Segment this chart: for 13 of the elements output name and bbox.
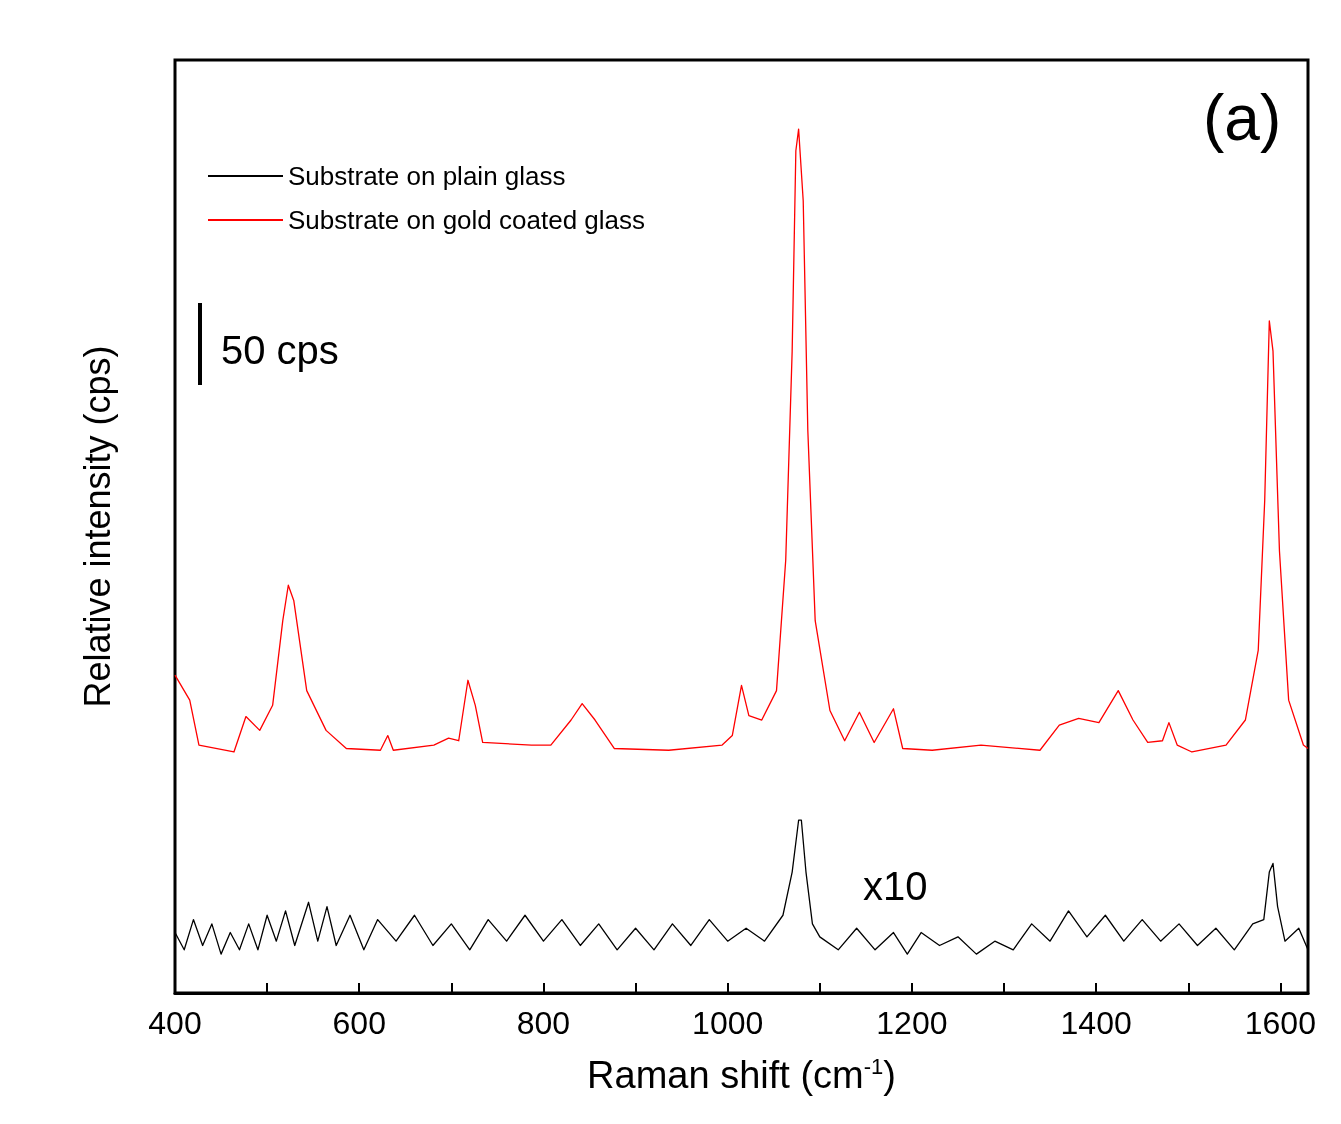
legend-label: Substrate on plain glass xyxy=(288,161,566,191)
annotation: 50 cps xyxy=(221,328,339,372)
x-tick-label: 1000 xyxy=(692,1005,764,1041)
x-tick-label: 1400 xyxy=(1060,1005,1132,1041)
legend-label: Substrate on gold coated glass xyxy=(288,205,646,235)
x-tick-label: 400 xyxy=(148,1005,202,1041)
y-axis-title: Relative intensity (cps) xyxy=(76,345,118,708)
annotation: (a) xyxy=(1203,82,1282,154)
x-tick-label: 600 xyxy=(332,1005,386,1041)
annotation: x10 xyxy=(863,864,928,908)
x-tick-label: 1200 xyxy=(876,1005,948,1041)
x-tick-label: 1600 xyxy=(1244,1005,1316,1041)
x-tick-label: 800 xyxy=(516,1005,571,1041)
